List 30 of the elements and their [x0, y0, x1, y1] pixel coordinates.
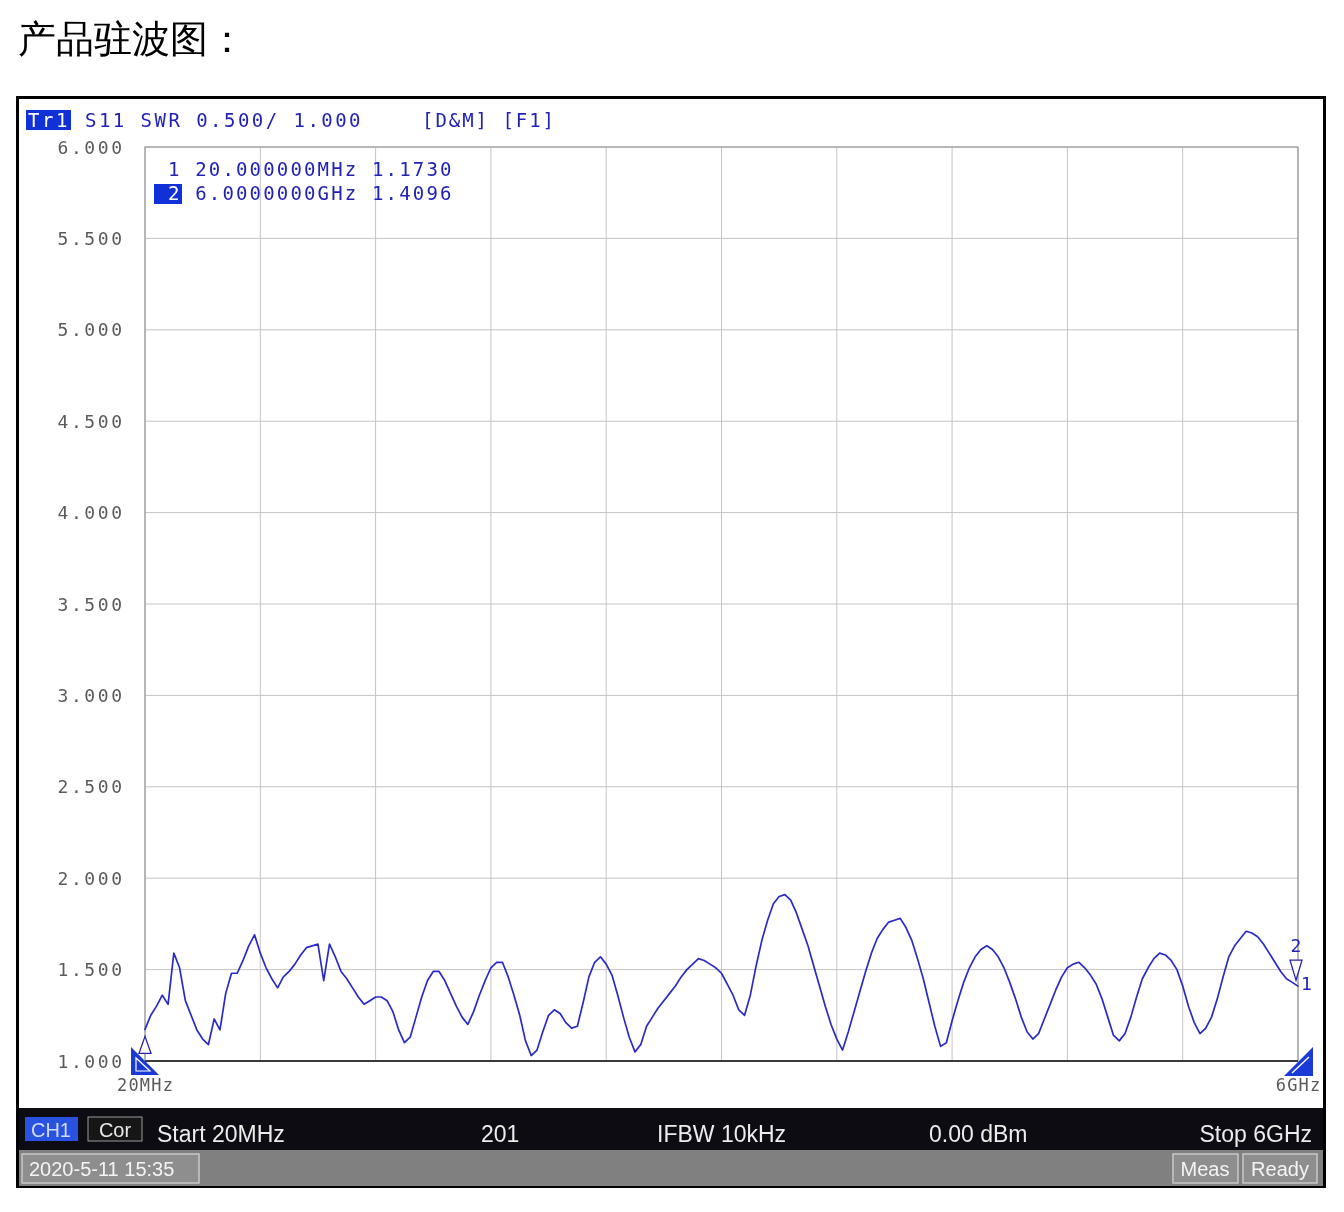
y-tick-label: 3.000: [57, 684, 125, 706]
x-tick-label: 20MHz: [117, 1075, 175, 1095]
y-tick-label: 2.000: [57, 867, 125, 889]
annotation: 1 20.000000MHz 1.1730: [168, 158, 454, 180]
chart-title: 产品驻波图：: [18, 18, 246, 60]
text: Cor: [98, 1119, 132, 1141]
x-tick-label: 6GHz: [1275, 1075, 1322, 1095]
text: 0.00 dBm: [929, 1121, 1028, 1147]
text: 2020-5-11 15:35: [29, 1158, 175, 1180]
text: Meas: [1180, 1158, 1230, 1180]
annotation: 1: [1301, 973, 1312, 995]
y-tick-label: 4.000: [57, 502, 125, 524]
text: Start 20MHz: [157, 1121, 285, 1147]
text: S11 SWR 0.500/ 1.000: [85, 109, 364, 131]
text: [D&M] [F1]: [422, 109, 557, 131]
y-tick-label: 6.000: [57, 136, 125, 158]
y-tick-label: 1.000: [57, 1050, 125, 1072]
y-tick-label: 5.000: [57, 319, 125, 341]
annotation: 2 6.0000000GHz 1.4096: [168, 182, 454, 204]
annotation: 2: [1290, 935, 1302, 957]
text: 201: [481, 1121, 520, 1147]
text: CH1: [30, 1119, 72, 1141]
y-tick-label: 5.500: [57, 227, 125, 249]
text: Ready: [1251, 1158, 1309, 1180]
y-tick-label: 1.500: [57, 959, 125, 981]
y-tick-label: 4.500: [57, 410, 125, 432]
text: Stop 6GHz: [1199, 1121, 1312, 1147]
text: IFBW 10kHz: [657, 1121, 787, 1147]
y-tick-label: 2.500: [57, 776, 125, 798]
y-tick-label: 3.500: [57, 593, 125, 615]
